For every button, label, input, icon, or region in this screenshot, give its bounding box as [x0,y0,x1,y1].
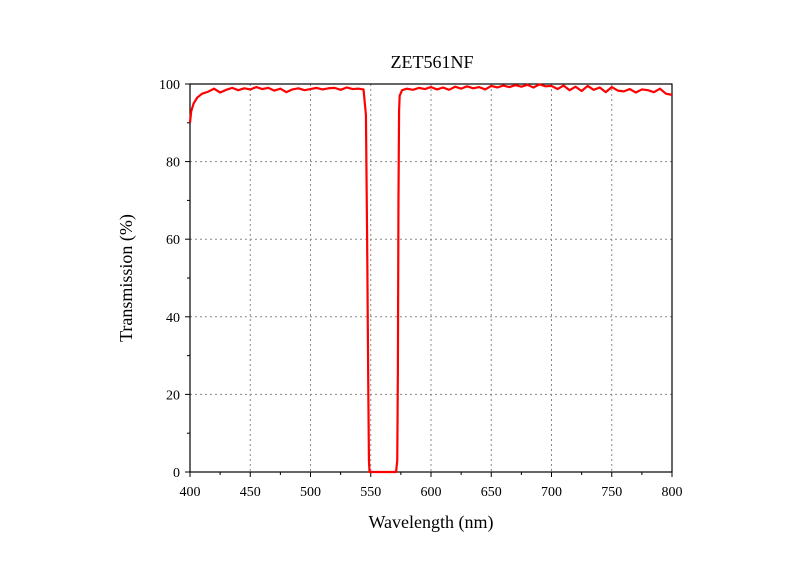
x-tick-label: 700 [541,485,562,500]
y-tick-label: 40 [166,311,180,326]
x-tick-label: 800 [662,485,683,500]
tick-labels: 400 450 500 550 600 650 700 750 800 0 20 40 60 80 100 [159,78,683,500]
x-tick-label: 500 [300,485,321,500]
y-tick-label: 60 [166,233,180,248]
y-tick-label: 20 [166,388,180,403]
x-tick-label: 400 [180,485,201,500]
y-tick-label: 0 [173,466,180,481]
x-axis-label: Wavelength (nm) [368,512,493,533]
x-tick-label: 550 [360,485,381,500]
x-tick-label: 650 [481,485,502,500]
x-tick-label: 450 [240,485,261,500]
plot-frame [189,83,673,473]
y-tick-label: 100 [159,78,180,93]
grid [190,84,672,472]
series-line-transmission [188,83,673,474]
axis-ticks [185,83,673,477]
x-tick-label: 600 [421,485,442,500]
chart-title: ZET561NF [391,52,474,72]
y-axis-label: Transmission (%) [116,214,137,342]
y-tick-label: 80 [166,156,180,171]
x-tick-label: 750 [601,485,622,500]
